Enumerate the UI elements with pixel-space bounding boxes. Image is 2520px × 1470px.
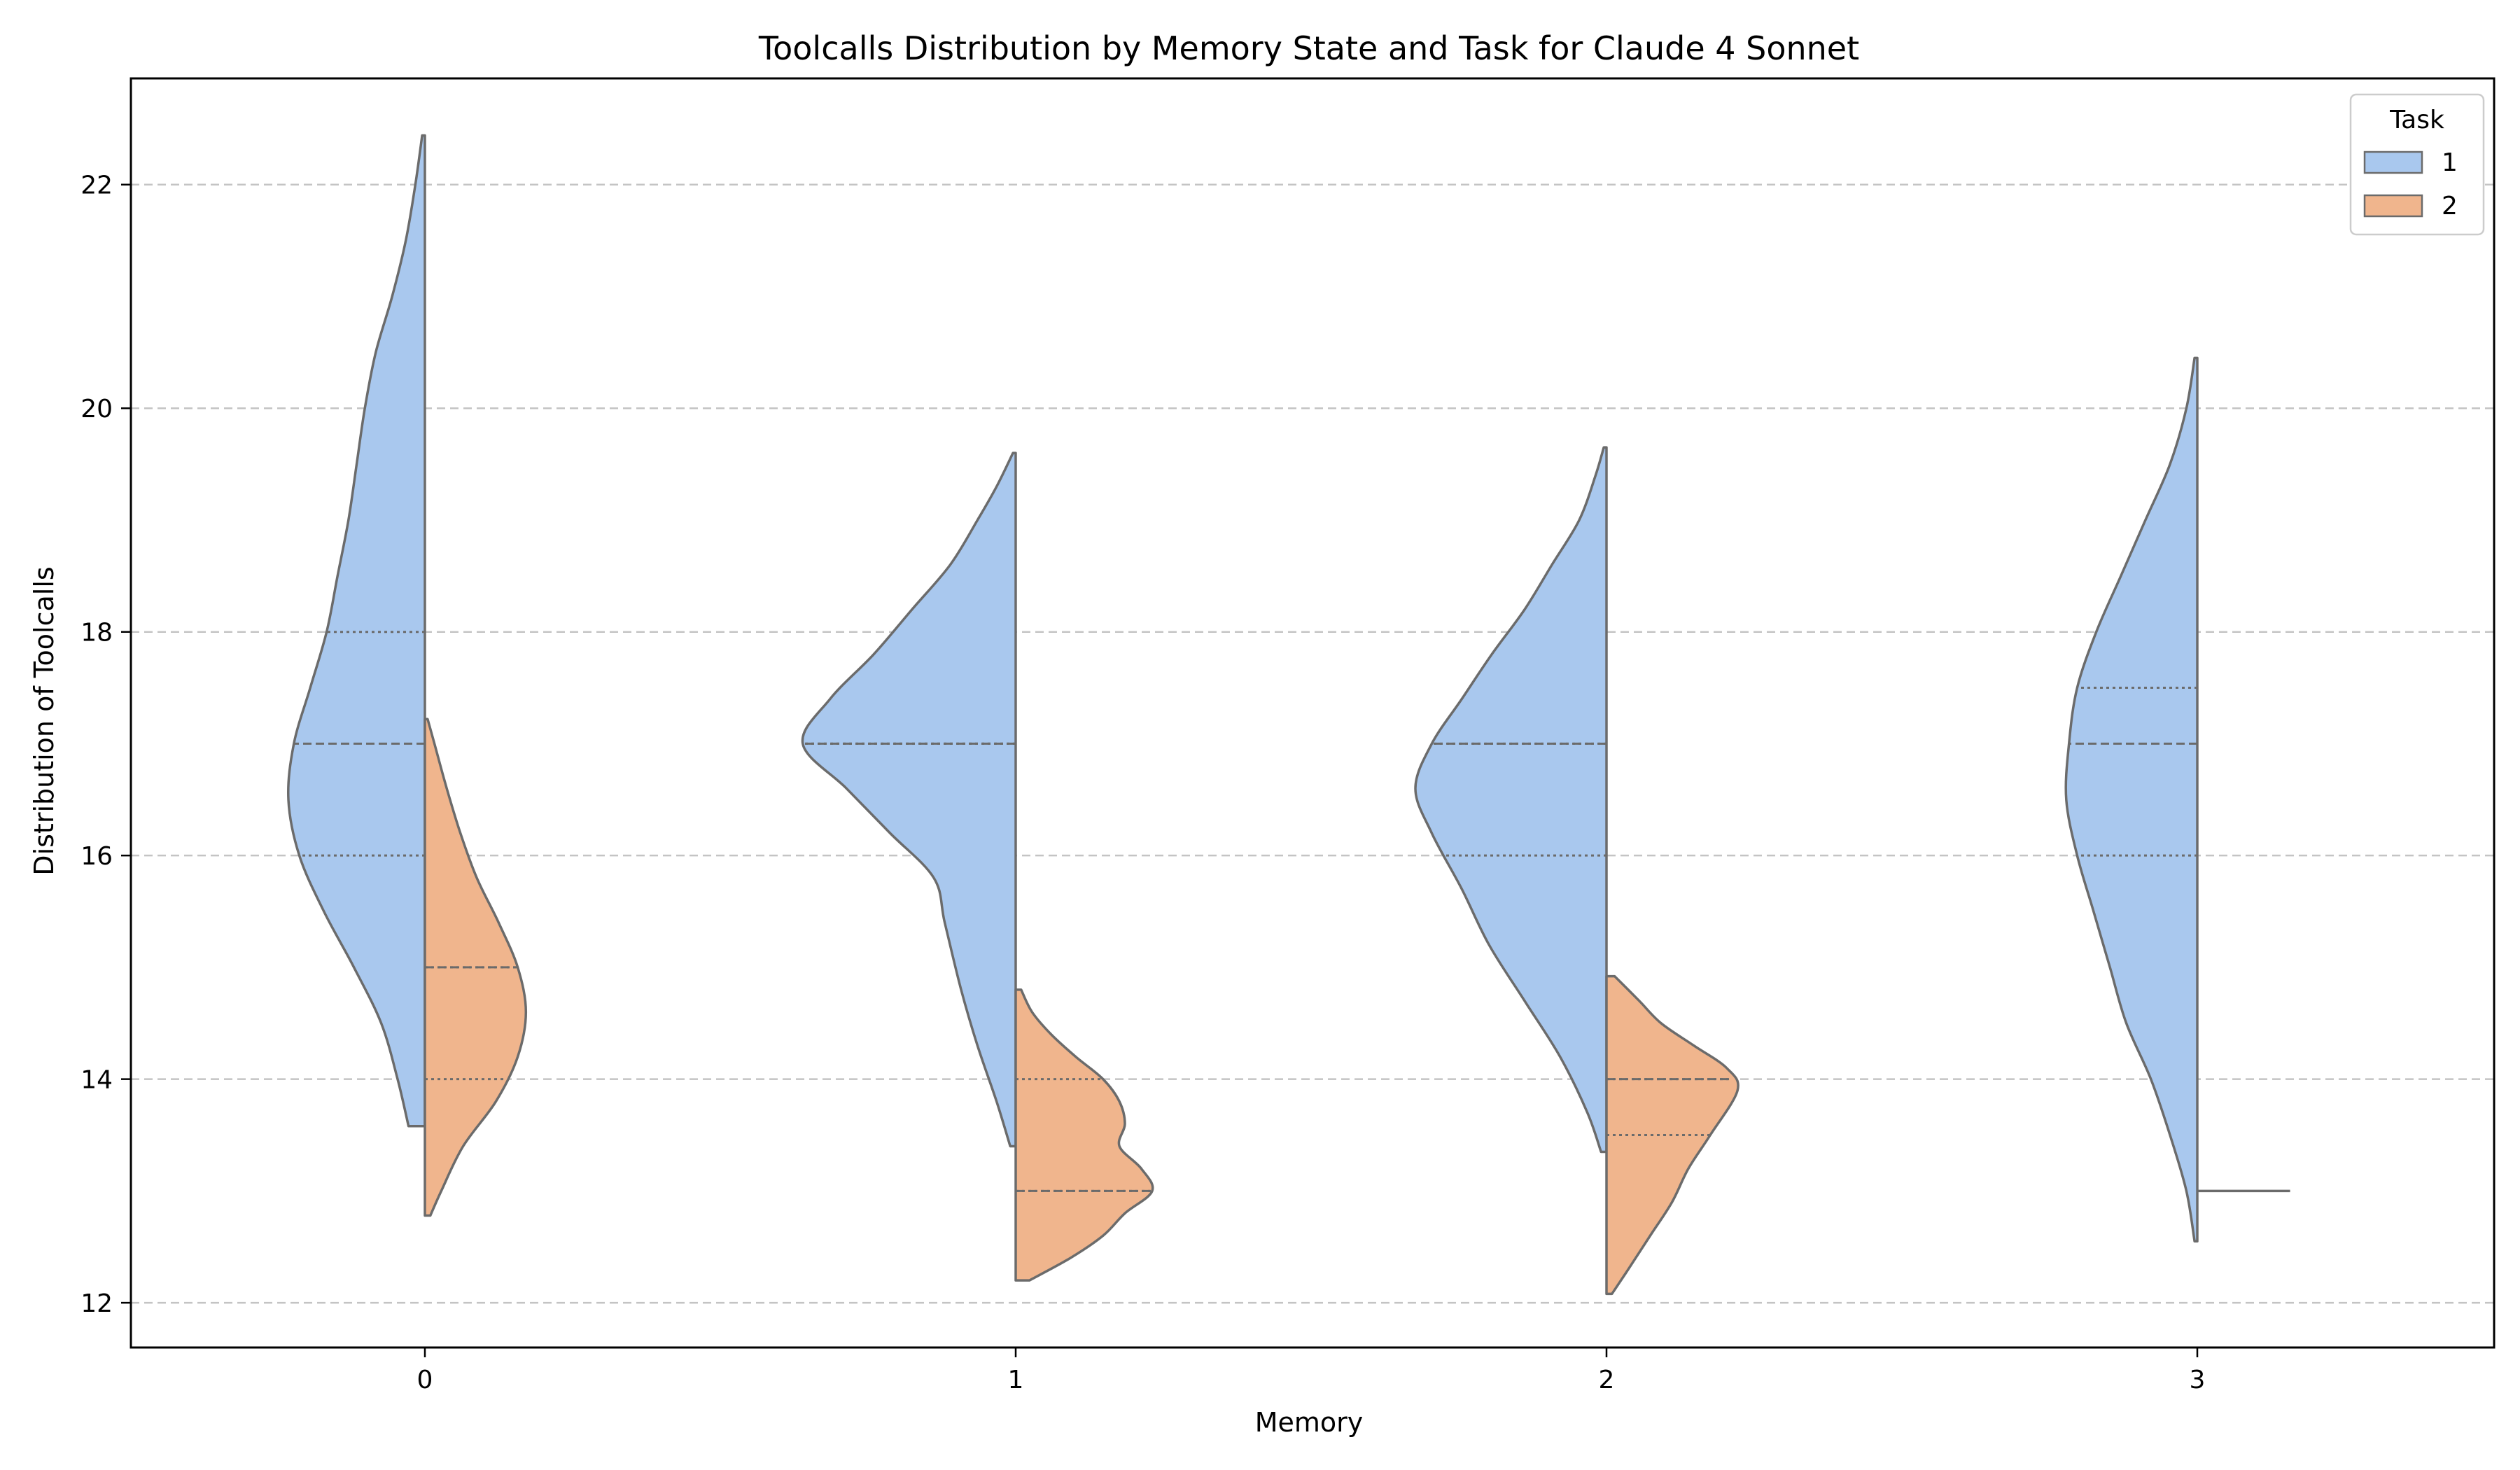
violin-task-1-memory-0: [287, 134, 426, 1128]
chart-title: Toolcalls Distribution by Memory State a…: [758, 29, 1859, 67]
violin-task-2-memory-2: [1605, 974, 1740, 1296]
violin-task-1-memory-2: [1414, 446, 1608, 1154]
violin-task-1-memory-1: [801, 451, 1017, 1148]
x-tick-label: 2: [1599, 1366, 1615, 1394]
legend-label: 1: [2442, 148, 2458, 177]
legend-swatch: [2363, 194, 2423, 218]
y-tick-label: 14: [80, 1066, 113, 1095]
y-tick-label: 12: [80, 1289, 113, 1318]
violin-task-2-memory-1: [1014, 988, 1154, 1282]
y-tick-label: 20: [80, 395, 113, 424]
x-tick-label: 0: [417, 1366, 433, 1394]
legend-swatch: [2363, 150, 2423, 174]
legend: Task 1 2: [2349, 93, 2485, 236]
x-tick-label: 3: [2190, 1366, 2206, 1394]
x-axis-label: Memory: [1255, 1407, 1364, 1438]
x-tick-label: 1: [1008, 1366, 1024, 1394]
legend-title: Task: [2389, 106, 2444, 134]
y-axis-label: Distribution of Toolcalls: [29, 566, 59, 875]
plot-frame: [130, 77, 2496, 1349]
y-tick-label: 18: [80, 619, 113, 648]
y-tick-label: 22: [80, 172, 113, 200]
y-tick-label: 16: [80, 842, 113, 871]
violin-layer: [287, 134, 2290, 1296]
legend-label: 2: [2442, 192, 2458, 220]
violin-task-1-memory-3: [2064, 356, 2199, 1242]
